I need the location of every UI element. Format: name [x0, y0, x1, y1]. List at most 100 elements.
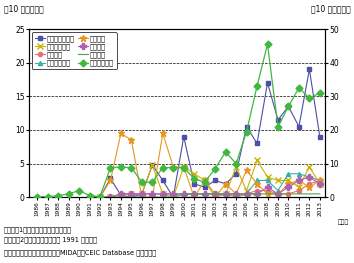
電気・電子製品 — [202, 186, 207, 189]
輸送機器 — [161, 192, 165, 195]
化学・同製品 — [140, 192, 144, 195]
食品加工 — [223, 192, 228, 195]
石油製品 — [318, 179, 322, 182]
電気・電子製品 — [161, 179, 165, 182]
化学・同製品 — [297, 186, 301, 189]
基礎金属製品 — [140, 192, 144, 195]
一般機械 — [255, 192, 259, 195]
一般機械 — [119, 196, 123, 199]
基礎金属製品 — [108, 196, 113, 199]
電気・電子製品 — [255, 142, 259, 145]
電気・電子製品 — [318, 135, 322, 138]
一般機械 — [266, 192, 270, 195]
基礎金属製品 — [119, 192, 123, 195]
食品加工 — [276, 192, 280, 195]
電気・電子製品 — [192, 182, 196, 185]
総計（右軸） — [161, 166, 165, 169]
基礎金属製品 — [192, 192, 196, 195]
電気・電子製品 — [171, 196, 175, 199]
石油製品 — [161, 132, 165, 135]
食品加工 — [244, 192, 249, 195]
化学・同製品 — [171, 196, 175, 199]
石油製品 — [182, 165, 186, 169]
輸送機器 — [276, 192, 280, 195]
化学・同製品 — [223, 192, 228, 195]
輸送機器 — [192, 192, 196, 195]
石油製品 — [108, 179, 113, 182]
食品加工 — [318, 179, 322, 182]
一般機械 — [307, 192, 312, 195]
石油製品 — [129, 139, 133, 142]
食品加工 — [171, 196, 175, 199]
石油製品 — [297, 179, 301, 182]
輸送機器 — [87, 196, 92, 199]
化学・同製品 — [119, 194, 123, 197]
輸送機器 — [318, 182, 322, 185]
電気・電子製品 — [213, 179, 217, 182]
輸送機器 — [234, 192, 238, 195]
Line: 総計（右軸）: 総計（右軸） — [35, 42, 322, 199]
化学・同製品 — [276, 179, 280, 182]
石油製品 — [140, 196, 144, 199]
総計（右軸） — [140, 181, 144, 184]
石油製品 — [223, 182, 228, 185]
輸送機器 — [108, 196, 113, 199]
総計（右軸） — [192, 177, 196, 180]
食品加工 — [297, 189, 301, 192]
基礎金属製品 — [213, 192, 217, 195]
化学・同製品 — [150, 163, 154, 166]
基礎金属製品 — [276, 189, 280, 192]
一般機械 — [244, 192, 249, 195]
石油製品 — [98, 196, 102, 199]
総計（右軸） — [244, 130, 249, 133]
電気・電子製品 — [87, 196, 92, 199]
Text: 備考：　1．　製造業。認可ベース。: 備考： 1． 製造業。認可ベース。 — [4, 226, 72, 233]
Line: 化学・同製品: 化学・同製品 — [86, 157, 323, 200]
総計（右軸） — [46, 195, 50, 198]
輸送機器 — [297, 179, 301, 182]
Text: （10 億リンギ）: （10 億リンギ） — [311, 4, 350, 13]
総計（右軸） — [87, 194, 92, 197]
一般機械 — [223, 192, 228, 195]
一般機械 — [182, 192, 186, 195]
食品加工 — [150, 196, 154, 199]
電気・電子製品 — [266, 81, 270, 84]
石油製品 — [171, 165, 175, 169]
基礎金属製品 — [297, 172, 301, 175]
石油製品 — [150, 196, 154, 199]
基礎金属製品 — [87, 196, 92, 199]
総計（右軸） — [255, 85, 259, 88]
一般機械 — [234, 192, 238, 195]
輸送機器 — [171, 192, 175, 195]
電気・電子製品 — [119, 194, 123, 197]
Line: 輸送機器: 輸送機器 — [86, 174, 323, 200]
石油製品 — [286, 182, 291, 185]
一般機械 — [202, 192, 207, 195]
電気・電子製品 — [223, 182, 228, 185]
化学・同製品 — [202, 179, 207, 182]
食品加工 — [108, 196, 113, 199]
総計（右軸） — [171, 166, 175, 169]
食品加工 — [192, 196, 196, 199]
基礎金属製品 — [266, 179, 270, 182]
総計（右軸） — [98, 195, 102, 198]
Legend: 電気・電子製品, 化学・同製品, 食品加工, 基礎金属製品, 石油製品, 輸送機器, 一般機械, 総計（右軸）: 電気・電子製品, 化学・同製品, 食品加工, 基礎金属製品, 石油製品, 輸送機… — [32, 32, 117, 69]
食品加工 — [98, 196, 102, 199]
一般機械 — [87, 196, 92, 199]
化学・同製品 — [182, 165, 186, 169]
電気・電子製品 — [108, 177, 113, 180]
輸送機器 — [98, 196, 102, 199]
基礎金属製品 — [244, 192, 249, 195]
食品加工 — [140, 196, 144, 199]
総計（右軸） — [182, 166, 186, 169]
Line: 電気・電子製品: 電気・電子製品 — [87, 67, 322, 199]
基礎金属製品 — [182, 192, 186, 195]
総計（右軸） — [276, 125, 280, 128]
化学・同製品 — [307, 165, 312, 169]
食品加工 — [234, 196, 238, 199]
食品加工 — [213, 196, 217, 199]
Text: （年）: （年） — [338, 220, 349, 225]
Line: 石油製品: 石油製品 — [86, 130, 323, 200]
電気・電子製品 — [98, 196, 102, 199]
輸送機器 — [150, 192, 154, 195]
